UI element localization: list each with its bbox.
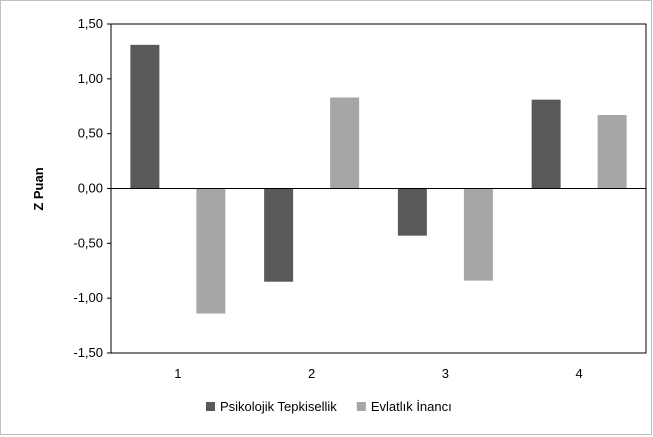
bar-psikolojik-tepkisellik-1 [130, 44, 160, 189]
y-tick-label: 0,00 [78, 181, 103, 196]
y-tick-label: -1,00 [73, 290, 103, 305]
y-tick-label: 1,50 [78, 16, 103, 31]
legend-swatch [356, 402, 366, 411]
legend-swatch [206, 402, 215, 411]
x-tick-label: 4 [576, 366, 583, 381]
legend: Psikolojik Tepkisellik Evlatlık İnancı [206, 399, 452, 414]
x-axis-ticks: 1 2 3 4 [174, 366, 582, 381]
x-tick-label: 3 [442, 366, 449, 381]
bar-psikolojik-tepkisellik-2 [264, 188, 294, 282]
x-tick-label: 1 [174, 366, 181, 381]
y-tick-label: -1,50 [73, 345, 103, 360]
y-tick-label: 1,00 [78, 71, 103, 86]
bar-psikolojik-tepkisellik-3 [397, 188, 427, 236]
bar-evlatlik-inanci-1 [196, 188, 226, 314]
bar-evlatlik-inanci-4 [597, 115, 627, 189]
legend-label: Psikolojik Tepkisellik [220, 399, 337, 414]
y-tick-label: 0,50 [78, 126, 103, 141]
x-tick-label: 2 [308, 366, 315, 381]
y-axis-title: Z Puan [31, 167, 46, 210]
y-axis-ticks: 1,50 1,00 0,50 0,00 -0,50 -1,00 -1,50 [73, 16, 111, 360]
legend-label: Evlatlık İnancı [371, 399, 452, 414]
bar-evlatlik-inanci-2 [330, 97, 360, 189]
bar-psikolojik-tepkisellik-4 [531, 99, 561, 189]
bars [130, 44, 627, 314]
y-tick-label: -0,50 [73, 235, 103, 250]
bar-evlatlik-inanci-3 [463, 188, 493, 281]
